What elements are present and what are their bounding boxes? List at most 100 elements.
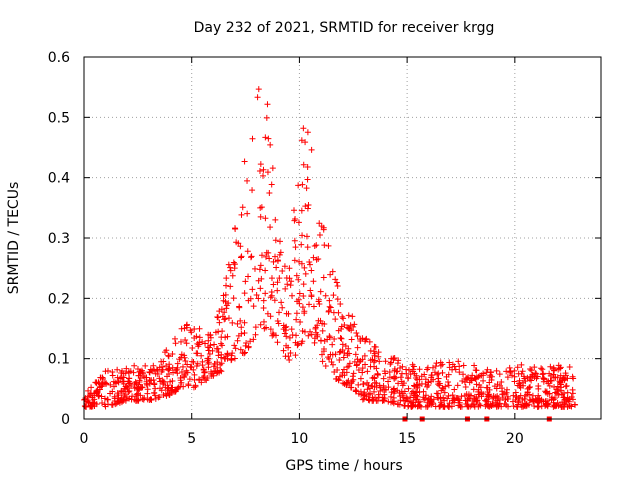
data-point [237,346,244,353]
data-point [546,370,553,377]
data-point [449,361,456,368]
data-point [96,392,103,399]
data-point [424,364,431,371]
data-point [403,370,410,377]
data-point [274,279,281,286]
data-point [264,101,271,108]
data-point [329,268,336,275]
data-point [328,358,335,365]
data-point [173,386,180,393]
y-tick-label: 0.3 [48,231,70,247]
data-point [257,321,264,328]
data-point [229,319,236,326]
data-point [152,370,159,377]
data-point [258,275,265,282]
data-point [519,368,526,375]
data-point [279,304,286,311]
data-point [278,299,285,306]
data-point [220,297,227,304]
data-point [401,402,408,409]
data-point [296,290,303,297]
data-point [555,362,562,369]
data-point [443,373,450,380]
data-point [445,379,452,386]
data-point [104,396,111,403]
data-point [215,314,222,321]
data-point [262,134,269,141]
data-point [337,334,344,341]
data-point [121,392,128,399]
data-point [445,382,452,389]
data-point [501,400,508,407]
data-point [519,397,526,404]
data-point [112,379,119,386]
data-point [376,358,383,365]
data-point [218,306,225,313]
data-point [191,325,198,332]
data-point [137,392,144,399]
data-point [182,357,189,364]
data-point [387,360,394,367]
data-point [455,402,462,409]
data-point [320,274,327,281]
data-point [473,367,480,374]
data-point [221,309,228,316]
data-point [186,376,193,383]
data-point [538,365,545,372]
data-point [265,249,272,256]
data-point [315,317,322,324]
data-point [258,252,265,259]
data-point [436,382,443,389]
data-point [518,370,525,377]
data-point [390,394,397,401]
data-point [460,371,467,378]
data-point [201,376,208,383]
data-point [455,358,462,365]
data-point [470,386,477,393]
data-point [150,376,157,383]
data-point [534,373,541,380]
data-point [283,274,290,281]
data-point [280,347,287,354]
grid-lines [84,57,601,419]
data-point [492,393,499,400]
data-point [276,238,283,245]
data-point [482,403,489,410]
data-point [341,372,348,379]
data-point [293,316,300,323]
data-point [256,167,263,174]
data-point [131,362,138,369]
data-point [524,374,531,381]
data-point [297,318,304,325]
tick-labels: 0 0.1 0.2 0.3 0.4 0.5 0.6 0 5 10 15 20 [48,50,524,447]
data-point [498,378,505,385]
data-point [172,340,179,347]
data-point [178,325,185,332]
axis-ticks [83,56,601,420]
data-point [184,369,191,376]
y-tick-label: 0 [61,412,70,428]
data-point [159,363,166,370]
data-point [295,276,302,283]
data-point [273,264,280,271]
data-point [305,202,312,209]
data-point [473,381,480,388]
data-point [456,369,463,376]
data-point [364,368,371,375]
data-point [227,283,234,290]
data-point [296,258,303,265]
data-point [224,355,231,362]
data-point [165,366,172,373]
data-point [336,357,343,364]
data-point [427,396,434,403]
data-point [326,297,333,304]
data-point [390,386,397,393]
data-point [437,394,444,401]
data-point [136,377,143,384]
data-point [225,261,232,268]
data-point [547,363,554,370]
data-point [385,378,392,385]
data-point [329,351,336,358]
data-point [181,354,188,361]
y-tick-label: 0.6 [48,50,70,66]
